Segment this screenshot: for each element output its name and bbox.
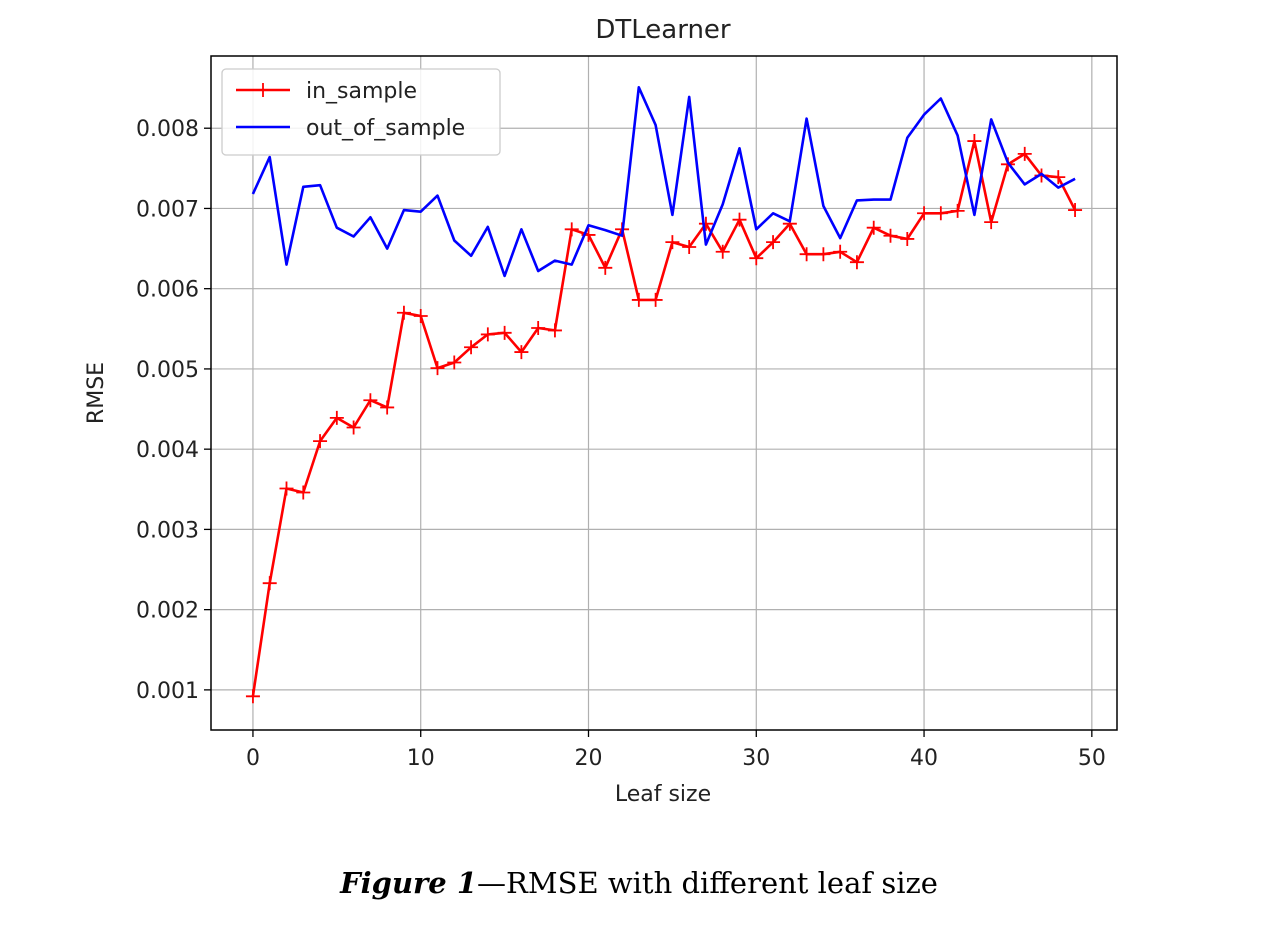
data-point-in-sample <box>413 308 428 323</box>
y-tick-label: 0.003 <box>136 518 199 543</box>
data-point-in-sample <box>480 327 495 342</box>
data-point-in-sample <box>648 292 663 307</box>
y-tick-label: 0.002 <box>136 599 199 624</box>
data-point-in-sample <box>497 325 512 340</box>
data-point-in-sample <box>464 340 479 355</box>
x-tick-label: 0 <box>246 746 260 771</box>
y-tick-label: 0.001 <box>136 679 199 704</box>
legend-label-in-sample: in_sample <box>306 79 417 104</box>
y-tick-label: 0.006 <box>136 278 199 303</box>
data-point-in-sample <box>883 228 898 243</box>
data-point-in-sample <box>598 260 613 275</box>
data-point-in-sample <box>1068 203 1083 218</box>
x-axis-label: Leaf size <box>615 782 711 807</box>
y-axis-label: RMSE <box>84 362 109 424</box>
data-point-in-sample <box>917 206 932 221</box>
x-tick-label: 30 <box>742 746 770 771</box>
data-point-in-sample <box>329 410 344 425</box>
grid <box>211 56 1117 730</box>
data-point-in-sample <box>631 292 646 307</box>
data-point-in-sample <box>816 247 831 262</box>
data-point-in-sample <box>849 255 864 270</box>
data-point-in-sample <box>732 212 747 227</box>
data-point-in-sample <box>950 203 965 218</box>
figure-caption-text: —RMSE with different leaf size <box>477 866 938 900</box>
data-point-in-sample <box>967 134 982 149</box>
data-point-in-sample <box>900 231 915 246</box>
x-tick-label: 10 <box>407 746 435 771</box>
series-line-in-sample <box>251 139 1077 697</box>
data-point-in-sample <box>564 222 579 237</box>
data-point-in-sample <box>1051 170 1066 185</box>
data-point-in-sample <box>799 247 814 262</box>
rmse-line-chart: 0 10 20 30 40 50 0.001 0.002 0.003 0.004 0.005 0.00… <box>84 15 1118 807</box>
series-line-out-of-sample <box>251 86 1076 278</box>
y-tick-label: 0.008 <box>136 117 199 142</box>
chart-title: DTLearner <box>595 15 731 45</box>
data-point-in-sample <box>984 215 999 230</box>
data-point-in-sample <box>547 323 562 338</box>
data-point-in-sample <box>313 434 328 449</box>
data-point-in-sample <box>447 355 462 370</box>
y-tick-label: 0.007 <box>136 197 199 222</box>
data-point-in-sample <box>665 235 680 250</box>
data-point-in-sample <box>245 689 260 704</box>
legend-marker-in-sample <box>256 83 270 97</box>
data-point-in-sample <box>380 400 395 415</box>
data-point-in-sample <box>262 576 277 591</box>
figure-label: Figure 1 <box>340 866 478 900</box>
plot-area <box>210 55 1118 731</box>
data-point-in-sample <box>833 244 848 259</box>
data-point-in-sample <box>698 216 713 231</box>
data-point-in-sample <box>866 220 881 235</box>
data-point-in-sample <box>363 393 378 408</box>
figure-caption: Figure 1—RMSE with different leaf size <box>0 866 1278 900</box>
y-tick-label: 0.005 <box>136 358 199 383</box>
data-point-in-sample <box>346 420 361 435</box>
data-point-in-sample <box>749 251 764 266</box>
data-point-in-sample <box>715 244 730 259</box>
data-point-in-sample <box>531 321 546 336</box>
x-tick-label: 40 <box>910 746 938 771</box>
axis-ticks: 0 10 20 30 40 50 0.001 0.002 0.003 0.004 0.005 0.00… <box>136 117 1106 771</box>
legend-label-out-of-sample: out_of_sample <box>306 116 465 141</box>
data-point-in-sample <box>514 345 529 360</box>
data-point-in-sample <box>430 361 445 376</box>
data-point-in-sample <box>279 481 294 496</box>
y-tick-label: 0.004 <box>136 438 199 463</box>
data-point-in-sample <box>933 206 948 221</box>
series <box>245 86 1083 704</box>
x-tick-label: 20 <box>575 746 603 771</box>
data-point-in-sample <box>766 235 781 250</box>
data-point-in-sample <box>1017 146 1032 161</box>
data-point-in-sample <box>296 485 311 500</box>
x-tick-label: 50 <box>1078 746 1106 771</box>
data-point-in-sample <box>682 239 697 254</box>
legend: in_sample out_of_sample <box>221 68 501 156</box>
data-point-in-sample <box>396 305 411 320</box>
